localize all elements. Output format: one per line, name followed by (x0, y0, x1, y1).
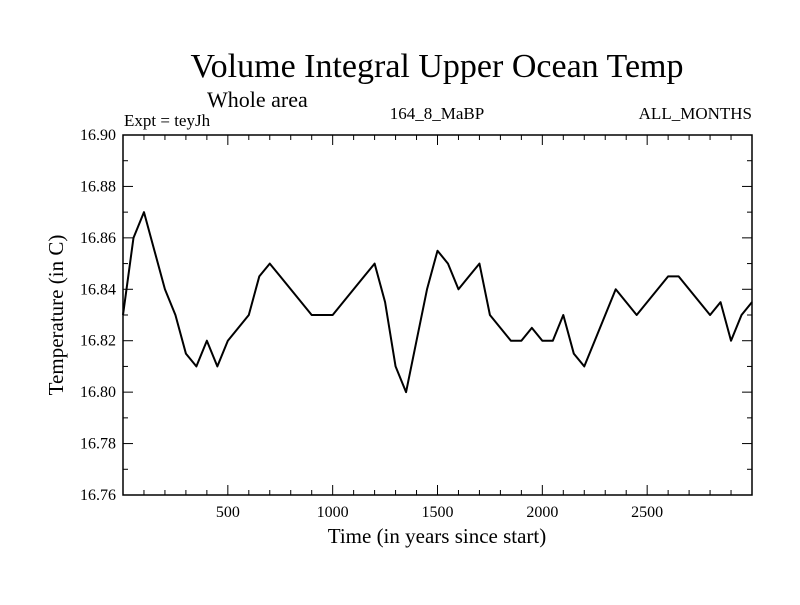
chart-subtitle: Whole area (207, 87, 308, 112)
y-tick-label: 16.78 (80, 436, 116, 453)
chart-title: Volume Integral Upper Ocean Temp (191, 48, 684, 85)
series-line (122, 211, 753, 394)
expt-label: Expt = teyJh (124, 111, 211, 130)
y-tick-label: 16.90 (80, 127, 116, 144)
plot-frame (122, 134, 753, 496)
y-tick-label: 16.82 (80, 333, 116, 350)
x-tick-label: 2500 (631, 504, 663, 521)
series-layer (122, 211, 753, 394)
x-tick-labels: 500 1000 1500 2000 2500 (216, 504, 663, 521)
x-tick-label: 1000 (317, 504, 349, 521)
x-tick-label: 1500 (422, 504, 454, 521)
run-label: 164_8_MaBP (390, 104, 484, 123)
y-tick-label: 16.84 (80, 281, 116, 298)
x-tick-label: 2000 (526, 504, 558, 521)
y-tick-label: 16.86 (80, 230, 116, 247)
axis-ticks (123, 134, 752, 496)
y-tick-label: 16.80 (80, 384, 116, 401)
x-axis-label: Time (in years since start) (328, 524, 547, 548)
x-tick-label: 500 (216, 504, 240, 521)
y-tick-label: 16.76 (80, 487, 116, 504)
y-tick-labels: 16.76 16.78 16.80 16.82 16.84 16.86 16.88 16.90 (80, 127, 116, 504)
y-axis-label: Temperature (in C) (44, 235, 68, 396)
period-label: ALL_MONTHS (639, 104, 752, 123)
y-tick-label: 16.88 (80, 178, 116, 195)
